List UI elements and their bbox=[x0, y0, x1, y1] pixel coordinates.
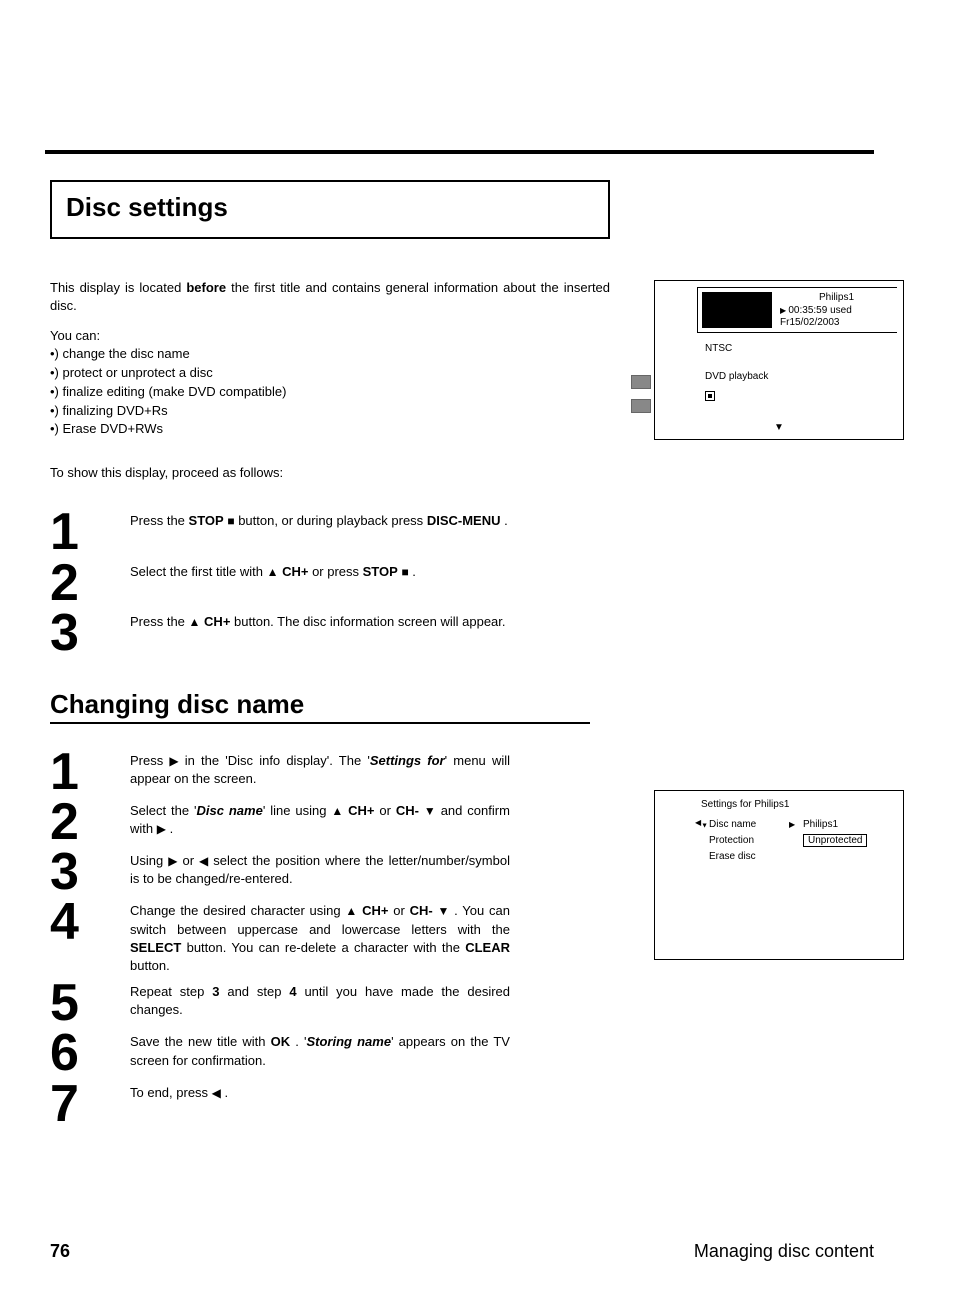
bullet-item: finalizing DVD+Rs bbox=[50, 402, 610, 421]
row-label: Protection bbox=[709, 835, 789, 846]
right-icon: ▶ bbox=[157, 821, 166, 838]
left-icon: ◀ bbox=[212, 1085, 221, 1102]
disc-name-label: Philips1 bbox=[780, 292, 893, 305]
steps-changing-name: 1 Press ▶ in the 'Disc info display'. Th… bbox=[50, 750, 610, 1126]
step: 6 Save the new title with OK . 'Storing … bbox=[50, 1031, 610, 1075]
side-icon bbox=[631, 375, 651, 389]
up-icon: ▲ bbox=[189, 614, 201, 631]
up-icon: ▲ bbox=[267, 564, 279, 581]
step-number: 1 bbox=[50, 750, 130, 794]
step: 5 Repeat step 3 and step 4 until you hav… bbox=[50, 981, 610, 1025]
section-title: Disc settings bbox=[66, 192, 594, 223]
settings-row: Erase disc bbox=[695, 848, 895, 864]
step: 1 Press the STOP ■ button, or during pla… bbox=[50, 510, 610, 554]
step-text: Save the new title with OK . 'Storing na… bbox=[130, 1031, 510, 1069]
step: 3 Press the ▲ CH+ button. The disc infor… bbox=[50, 611, 610, 655]
row-value-boxed: Unprotected bbox=[803, 834, 867, 847]
disc-info-header: Philips1 00:35:59 used Fr15/02/2003 bbox=[697, 287, 897, 333]
step-number: 2 bbox=[50, 800, 130, 844]
proceed-text: To show this display, proceed as follows… bbox=[50, 465, 610, 480]
subsection-title: Changing disc name bbox=[50, 689, 590, 724]
down-arrow-icon: ▼ bbox=[774, 422, 784, 433]
step-text: To end, press ◀ . bbox=[130, 1082, 510, 1102]
playback-label: DVD playback bbox=[705, 369, 768, 385]
step-number: 6 bbox=[50, 1031, 130, 1075]
step: 1 Press ▶ in the 'Disc info display'. Th… bbox=[50, 750, 610, 794]
step-text: Press the ▲ CH+ button. The disc informa… bbox=[130, 611, 510, 631]
disc-used-label: 00:35:59 used bbox=[780, 305, 893, 318]
stop-icon: ■ bbox=[401, 564, 408, 581]
thumbnail bbox=[702, 292, 772, 328]
step-number: 3 bbox=[50, 850, 130, 894]
step-text: Using ▶ or ◀ select the position where t… bbox=[130, 850, 510, 888]
intro-paragraph: This display is located before the first… bbox=[50, 279, 610, 314]
step-number: 3 bbox=[50, 611, 130, 655]
step-number: 7 bbox=[50, 1082, 130, 1126]
steps-disc-settings: 1 Press the STOP ■ button, or during pla… bbox=[50, 510, 610, 655]
step: 3 Using ▶ or ◀ select the position where… bbox=[50, 850, 610, 894]
step-number: 1 bbox=[50, 510, 130, 554]
step-text: Select the 'Disc name' line using ▲ CH+ … bbox=[130, 800, 510, 838]
disc-meta: Philips1 00:35:59 used Fr15/02/2003 bbox=[780, 292, 893, 330]
page-content: Disc settings This display is located be… bbox=[50, 180, 904, 1126]
chapter-title: Managing disc content bbox=[694, 1241, 874, 1262]
disc-info-mid: NTSC DVD playback bbox=[705, 341, 768, 405]
bullet-list: change the disc name protect or unprotec… bbox=[50, 345, 610, 439]
row-label: Erase disc bbox=[709, 851, 789, 862]
settings-title: Settings for Philips1 bbox=[701, 799, 895, 810]
page-footer: 76 Managing disc content bbox=[50, 1241, 874, 1262]
side-icon bbox=[631, 399, 651, 413]
down-icon: ▼ bbox=[437, 903, 449, 920]
step: 2 Select the first title with ▲ CH+ or p… bbox=[50, 561, 610, 605]
bullet-item: protect or unprotect a disc bbox=[50, 364, 610, 383]
disc-info-screenshot: Philips1 00:35:59 used Fr15/02/2003 NTSC… bbox=[654, 280, 904, 440]
settings-screenshot: Settings for Philips1 ◀▼ Disc name ▶ Phi… bbox=[654, 790, 904, 960]
step: 2 Select the 'Disc name' line using ▲ CH… bbox=[50, 800, 610, 844]
down-icon: ▼ bbox=[424, 803, 436, 820]
bullet-item: Erase DVD+RWs bbox=[50, 420, 610, 439]
header-rule bbox=[45, 150, 874, 154]
ntsc-label: NTSC bbox=[705, 341, 768, 357]
you-can-label: You can: bbox=[50, 328, 610, 343]
left-arrows-icon: ◀▼ bbox=[695, 818, 709, 830]
step-text: Change the desired character using ▲ CH+… bbox=[130, 900, 510, 975]
step-text: Repeat step 3 and step 4 until you have … bbox=[130, 981, 510, 1019]
step-number: 4 bbox=[50, 900, 130, 944]
step-number: 5 bbox=[50, 981, 130, 1025]
page-number: 76 bbox=[50, 1241, 70, 1262]
side-icons bbox=[631, 375, 651, 413]
bullet-item: change the disc name bbox=[50, 345, 610, 364]
row-label: Disc name bbox=[709, 819, 789, 830]
left-icon: ◀ bbox=[199, 853, 208, 870]
bullet-item: finalize editing (make DVD compatible) bbox=[50, 383, 610, 402]
section-title-box: Disc settings bbox=[50, 180, 610, 239]
step-text: Select the first title with ▲ CH+ or pre… bbox=[130, 561, 510, 581]
step-text: Press the STOP ■ button, or during playb… bbox=[130, 510, 510, 530]
settings-row: ◀▼ Disc name ▶ Philips1 bbox=[695, 816, 895, 832]
up-icon: ▲ bbox=[345, 903, 357, 920]
right-arrow-icon: ▶ bbox=[789, 820, 803, 829]
stop-icon: ■ bbox=[227, 513, 234, 530]
row-value: Philips1 bbox=[803, 819, 838, 830]
disc-date-label: Fr15/02/2003 bbox=[780, 317, 893, 330]
step: 7 To end, press ◀ . bbox=[50, 1082, 610, 1126]
stop-mark-icon bbox=[705, 391, 715, 401]
up-icon: ▲ bbox=[331, 803, 343, 820]
step-number: 2 bbox=[50, 561, 130, 605]
right-icon: ▶ bbox=[169, 753, 178, 770]
settings-row: Protection Unprotected bbox=[695, 832, 895, 848]
step-text: Press ▶ in the 'Disc info display'. The … bbox=[130, 750, 510, 788]
step: 4 Change the desired character using ▲ C… bbox=[50, 900, 610, 975]
